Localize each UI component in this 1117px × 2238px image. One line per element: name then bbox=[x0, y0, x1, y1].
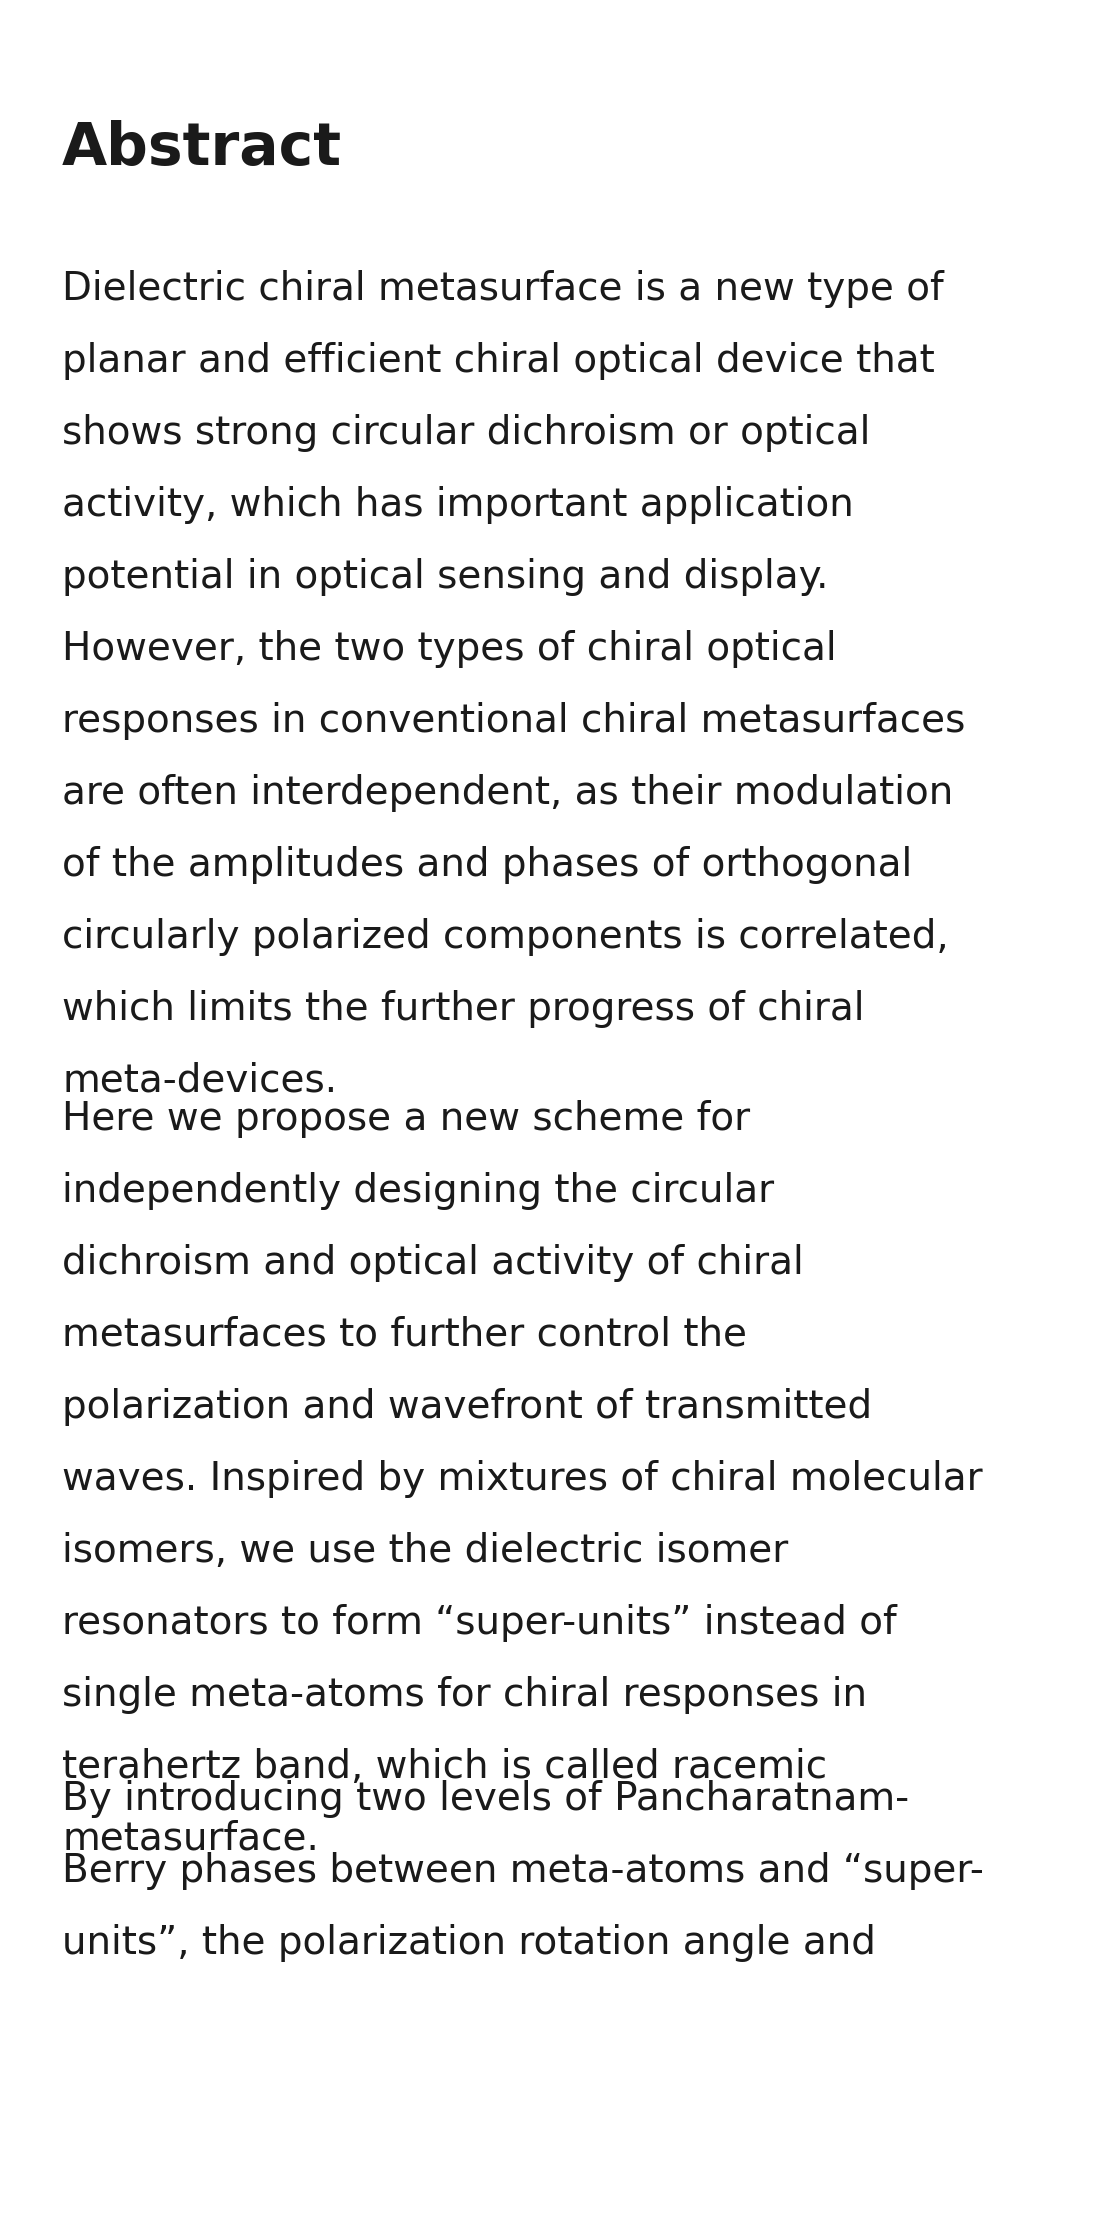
Text: single meta-atoms for chiral responses in: single meta-atoms for chiral responses i… bbox=[63, 1676, 867, 1714]
Text: circularly polarized components is correlated,: circularly polarized components is corre… bbox=[63, 918, 948, 956]
Text: responses in conventional chiral metasurfaces: responses in conventional chiral metasur… bbox=[63, 703, 965, 741]
Text: Berry phases between meta-atoms and “super-: Berry phases between meta-atoms and “sup… bbox=[63, 1853, 984, 1891]
Text: Dielectric chiral metasurface is a new type of: Dielectric chiral metasurface is a new t… bbox=[63, 271, 944, 309]
Text: resonators to form “super-units” instead of: resonators to form “super-units” instead… bbox=[63, 1605, 897, 1643]
Text: of the amplitudes and phases of orthogonal: of the amplitudes and phases of orthogon… bbox=[63, 846, 913, 884]
Text: shows strong circular dichroism or optical: shows strong circular dichroism or optic… bbox=[63, 414, 870, 452]
Text: dichroism and optical activity of chiral: dichroism and optical activity of chiral bbox=[63, 1244, 804, 1282]
Text: which limits the further progress of chiral: which limits the further progress of chi… bbox=[63, 989, 865, 1027]
Text: metasurface.: metasurface. bbox=[63, 1819, 318, 1858]
Text: Abstract: Abstract bbox=[63, 121, 342, 177]
Text: meta-devices.: meta-devices. bbox=[63, 1063, 337, 1101]
Text: potential in optical sensing and display.: potential in optical sensing and display… bbox=[63, 557, 829, 595]
Text: units”, the polarization rotation angle and: units”, the polarization rotation angle … bbox=[63, 1925, 876, 1963]
Text: Here we propose a new scheme for: Here we propose a new scheme for bbox=[63, 1101, 751, 1137]
Text: activity, which has important application: activity, which has important applicatio… bbox=[63, 486, 853, 524]
Text: waves. Inspired by mixtures of chiral molecular: waves. Inspired by mixtures of chiral mo… bbox=[63, 1459, 983, 1497]
Text: isomers, we use the dielectric isomer: isomers, we use the dielectric isomer bbox=[63, 1533, 789, 1571]
Text: planar and efficient chiral optical device that: planar and efficient chiral optical devi… bbox=[63, 342, 935, 380]
Text: By introducing two levels of Pancharatnam-: By introducing two levels of Pancharatna… bbox=[63, 1779, 909, 1817]
Text: metasurfaces to further control the: metasurfaces to further control the bbox=[63, 1316, 747, 1354]
Text: terahertz band, which is called racemic: terahertz band, which is called racemic bbox=[63, 1748, 827, 1786]
Text: However, the two types of chiral optical: However, the two types of chiral optical bbox=[63, 631, 837, 667]
Text: independently designing the circular: independently designing the circular bbox=[63, 1173, 774, 1211]
Text: polarization and wavefront of transmitted: polarization and wavefront of transmitte… bbox=[63, 1388, 872, 1426]
Text: are often interdependent, as their modulation: are often interdependent, as their modul… bbox=[63, 774, 953, 812]
